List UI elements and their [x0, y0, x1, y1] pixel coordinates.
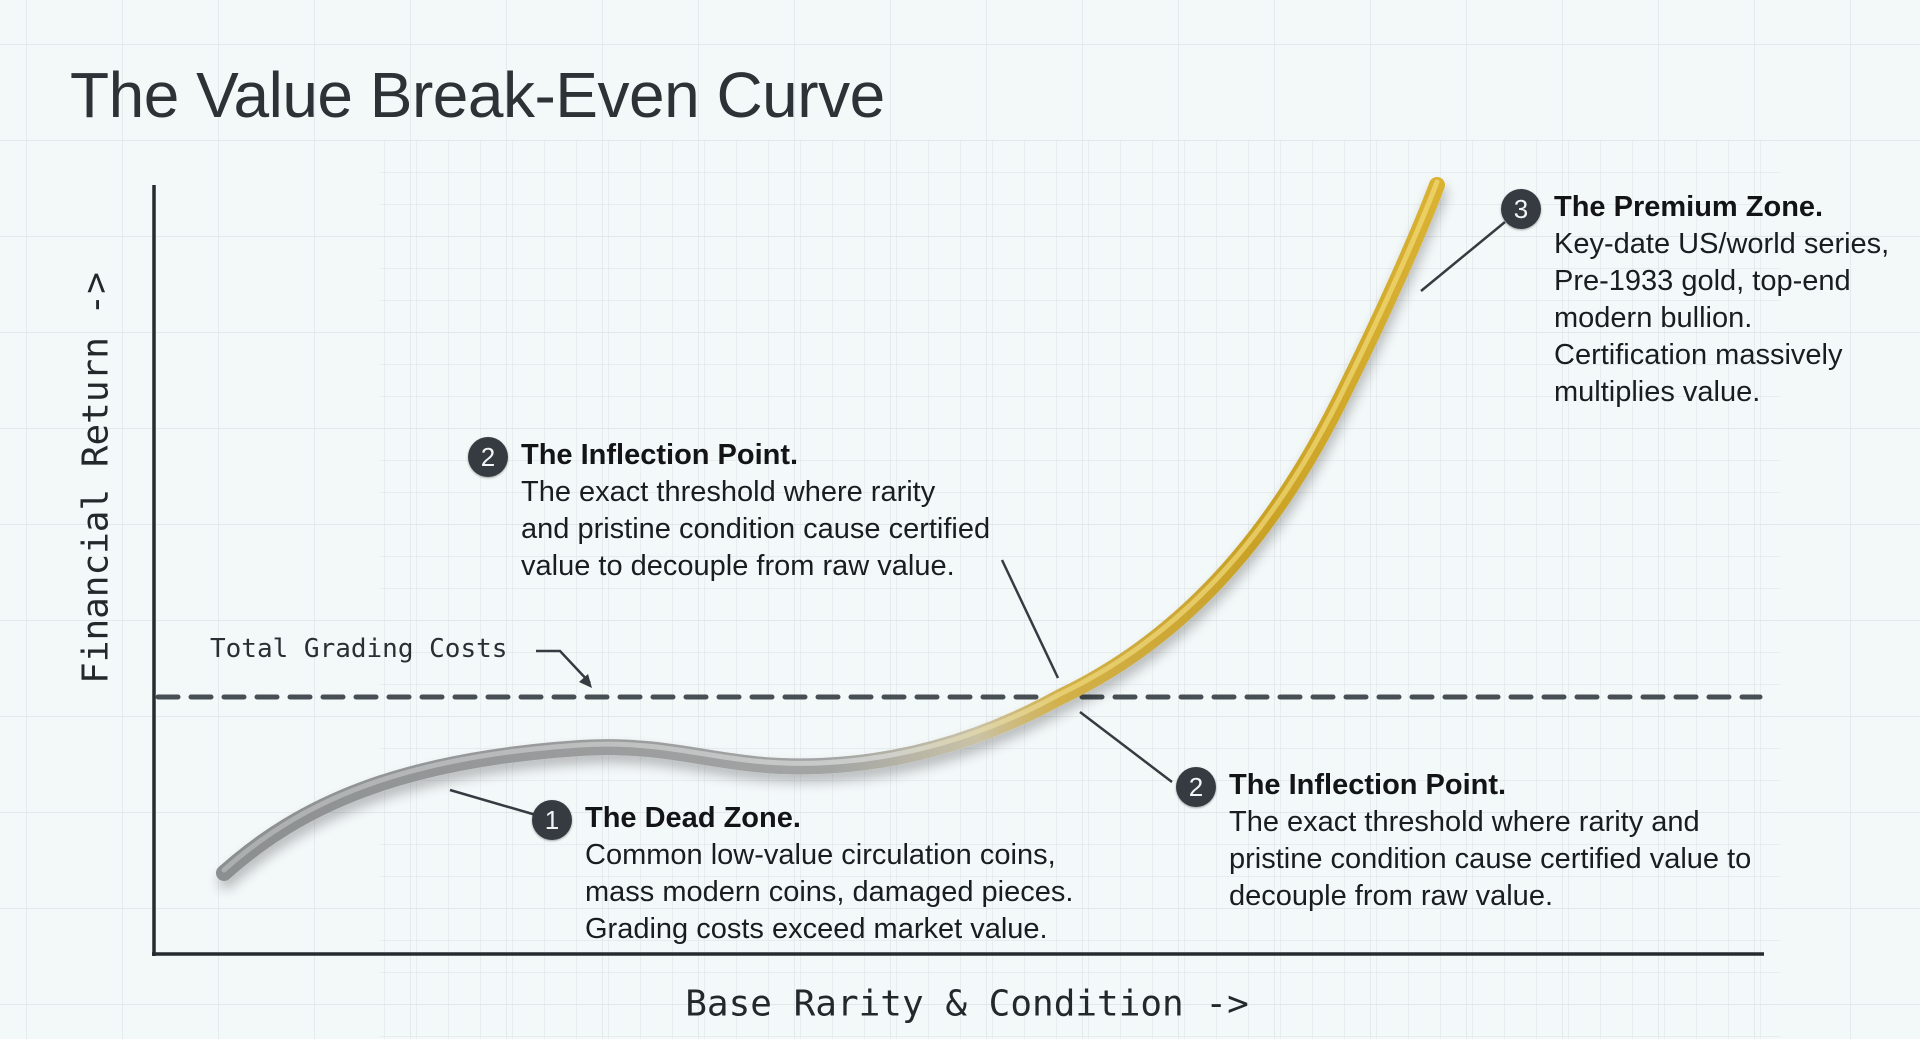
annotation-line: decouple from raw value.	[1229, 880, 1553, 912]
annotation-line: multiplies value.	[1554, 376, 1761, 408]
annotation-line: and pristine condition cause certified	[521, 513, 991, 545]
annotation-heading: The Dead Zone.	[585, 802, 801, 834]
annotation-line: Certification massively	[1554, 339, 1843, 371]
annotation-premium-zone: The Premium Zone. Key-date US/world seri…	[1554, 189, 1889, 411]
y-axis-label: Financial Return ->	[75, 272, 117, 684]
leader-line-inflection-upper	[1000, 559, 1060, 679]
threshold-label: Total Grading Costs	[210, 634, 508, 664]
annotation-inflection-upper: The Inflection Point. The exact threshol…	[521, 437, 990, 585]
badge-2-lower: 2	[1176, 767, 1216, 807]
x-axis-label: Base Rarity & Condition ->	[685, 983, 1249, 1025]
leader-line-dead-zone	[449, 788, 537, 817]
arrowhead-icon	[579, 674, 592, 688]
annotation-line: mass modern coins, damaged pieces.	[585, 876, 1074, 908]
cost-arrow-icon	[536, 649, 591, 684]
annotation-heading: The Inflection Point.	[521, 439, 799, 471]
badge-1: 1	[532, 800, 572, 840]
annotation-heading: The Inflection Point.	[1229, 769, 1507, 801]
annotation-line: value to decouple from raw value.	[521, 550, 955, 582]
annotation-line: The exact threshold where rarity and	[1229, 806, 1700, 838]
leader-line-premium-zone	[1420, 221, 1506, 292]
annotation-line: The exact threshold where rarity	[521, 476, 936, 508]
value-curve	[216, 177, 1445, 881]
annotation-dead-zone: The Dead Zone. Common low-value circulat…	[585, 800, 1073, 948]
page-title: The Value Break-Even Curve	[70, 59, 885, 131]
annotation-line: Grading costs exceed market value.	[585, 913, 1048, 945]
annotation-line: Key-date US/world series,	[1554, 228, 1890, 260]
annotation-inflection-lower: The Inflection Point. The exact threshol…	[1229, 767, 1751, 915]
grid-fine	[380, 140, 1780, 1039]
annotation-line: Pre-1933 gold, top-end	[1554, 265, 1851, 297]
annotation-line: Common low-value circulation coins,	[585, 839, 1056, 871]
leader-line-inflection-lower	[1079, 711, 1173, 783]
annotation-line: modern bullion.	[1554, 302, 1753, 334]
badge-3: 3	[1501, 189, 1541, 229]
annotation-heading: The Premium Zone.	[1554, 191, 1824, 223]
badge-2-upper: 2	[468, 437, 508, 477]
annotation-line: pristine condition cause certified value…	[1229, 843, 1752, 875]
